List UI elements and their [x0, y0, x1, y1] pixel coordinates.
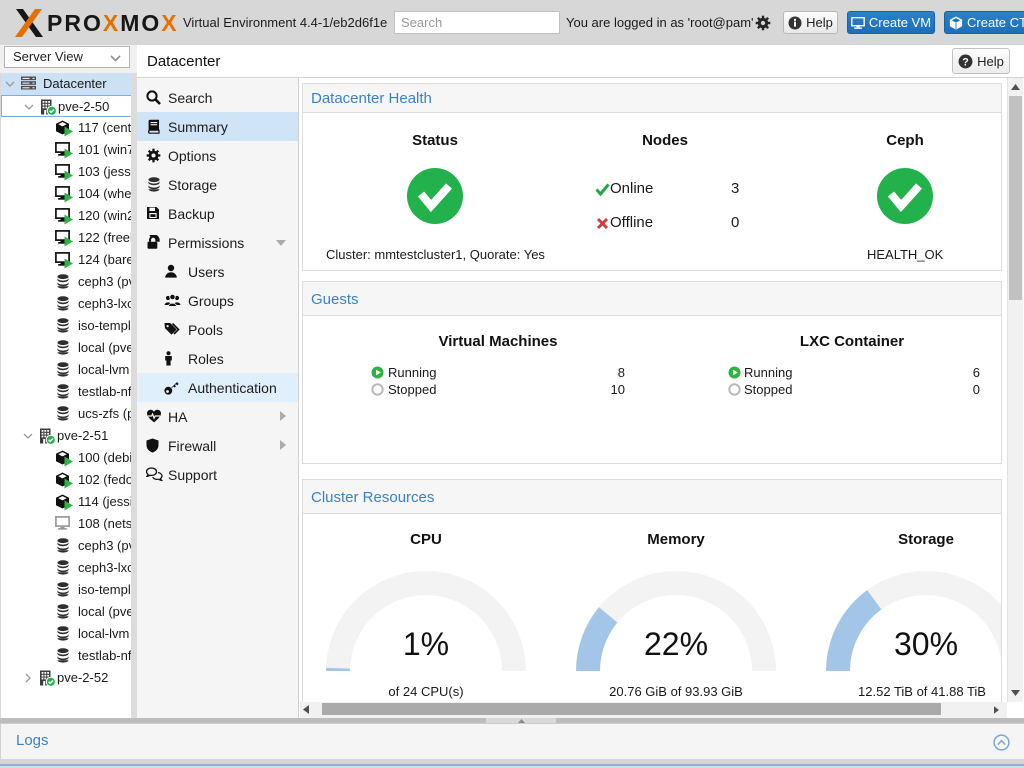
svg-text:?: ? [962, 56, 969, 68]
